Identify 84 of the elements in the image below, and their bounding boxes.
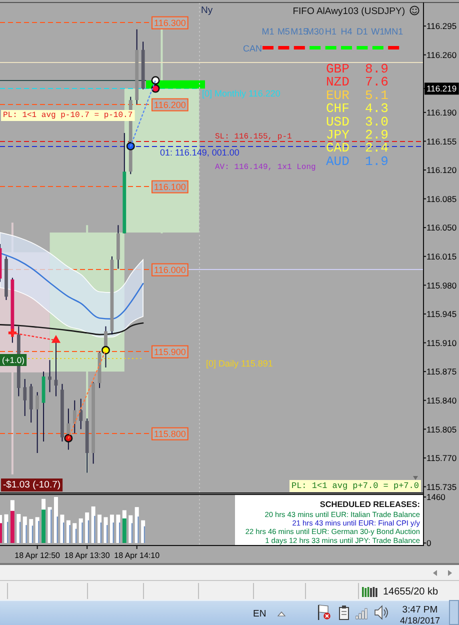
data-label: 1.9 — [365, 154, 388, 169]
category-label: JPY — [326, 128, 350, 142]
category-label: EUR — [326, 88, 350, 103]
annotation: PL: 1<1 avg p-10.7 = p-10.7 — [3, 111, 133, 120]
point — [102, 346, 110, 354]
ref-line-label: [0] Monthly 116.220 — [202, 88, 280, 98]
y-tick-label: 116.219 — [426, 84, 457, 94]
candlestick — [72, 400, 76, 434]
category-label: M30 — [306, 26, 324, 36]
bar — [42, 510, 46, 543]
annotation: (+1.0) — [2, 355, 25, 365]
category-label: H1 — [325, 26, 337, 36]
data-label: 7.6 — [365, 74, 388, 90]
category-label: USD — [326, 114, 350, 130]
point — [8, 328, 16, 337]
ref-line-label: 01: 116.149, 001.00 — [160, 148, 240, 158]
y-tick-label: 115.735 — [426, 482, 457, 492]
data-label: 8.9 — [365, 62, 388, 76]
y-tick-label: 115.910 — [426, 338, 457, 348]
y-tick-label: 115.980 — [426, 280, 457, 290]
y-tick-label: 116.085 — [426, 194, 457, 204]
y-tick-label: 116.190 — [426, 108, 457, 118]
annotation: AV: 116.149, 1x1 Long — [215, 163, 316, 172]
bar — [10, 510, 14, 543]
category-label: MN1 — [384, 26, 404, 36]
candlestick — [36, 392, 40, 454]
x-tick-label: 18 Apr 14:10 — [114, 551, 160, 560]
line-series — [0, 322, 144, 336]
category-label: D1 — [356, 26, 368, 36]
chart-title: FIFO AlAwy103 (USDJPY) — [292, 6, 405, 17]
category-label: CHF — [326, 101, 350, 116]
text: EN — [253, 608, 266, 620]
candlestick — [48, 360, 52, 393]
category-label: AUD — [326, 154, 350, 169]
text: 4/18/2017 — [400, 616, 440, 625]
annotation: PL: 1<1 avg p+7.0 = p+7.0 — [291, 481, 419, 491]
ref-line-label: 116.000 — [154, 264, 186, 275]
ref-line-label: 115.900 — [154, 346, 186, 357]
candlestick — [29, 383, 33, 424]
bar — [122, 518, 126, 543]
text: 3:47 PM — [402, 604, 438, 616]
y-tick-label: 116.050 — [426, 222, 457, 233]
data-label: 3.0 — [365, 114, 388, 130]
data-label: 2.9 — [365, 128, 388, 142]
text: 14655/20 kb — [383, 586, 438, 598]
candlestick — [23, 378, 27, 416]
ref-line-label: 116.100 — [154, 182, 186, 192]
ref-line-label: Ny — [201, 5, 213, 16]
point — [64, 434, 73, 442]
ref-line-label: [0] Daily 115.891 — [206, 358, 273, 368]
ref-line-label: SL: 116.155, p-1 — [215, 132, 292, 142]
point — [151, 76, 160, 85]
y-tick-label: 115.945 — [426, 309, 457, 320]
y-tick-label: 115.770 — [426, 453, 457, 464]
category-label: GBP — [326, 62, 350, 76]
y-tick-label: 116.015 — [426, 251, 457, 262]
y-tick-label: 116.295 — [426, 21, 457, 32]
candlestick — [79, 398, 83, 430]
ref-line-label: 116.200 — [154, 100, 186, 110]
text: CAN — [243, 44, 262, 54]
y-tick-label: 116.155 — [426, 136, 457, 146]
text: SCHEDULED RELEASES: — [320, 500, 420, 509]
y-tick-label: 115.805 — [426, 424, 457, 434]
annotation: -$1.03 (-10.7) — [3, 480, 61, 490]
y-tick-label: 0 — [426, 538, 432, 548]
point — [51, 335, 61, 343]
category-label: M5 — [277, 26, 290, 36]
category-label: M15 — [290, 26, 308, 36]
point — [126, 142, 135, 150]
category-label: W1 — [371, 26, 385, 36]
x-tick-label: 18 Apr 12:50 — [14, 551, 61, 560]
y-tick-label: 1460 — [426, 492, 446, 502]
y-tick-label: 116.120 — [426, 165, 457, 176]
ref-line-label: 116.300 — [154, 18, 186, 28]
category-label: M1 — [262, 26, 274, 36]
y-tick-label: 115.875 — [426, 366, 457, 377]
data-label: 4.3 — [365, 101, 388, 116]
x-tick-label: 18 Apr 13:30 — [64, 551, 110, 560]
category-label: NZD — [326, 74, 350, 90]
y-tick-label: 116.260 — [426, 50, 457, 60]
category-label: H4 — [340, 26, 352, 36]
data-label: 5.1 — [365, 88, 389, 103]
y-tick-label: 115.840 — [426, 395, 457, 406]
ref-line-label: 115.800 — [154, 428, 186, 439]
